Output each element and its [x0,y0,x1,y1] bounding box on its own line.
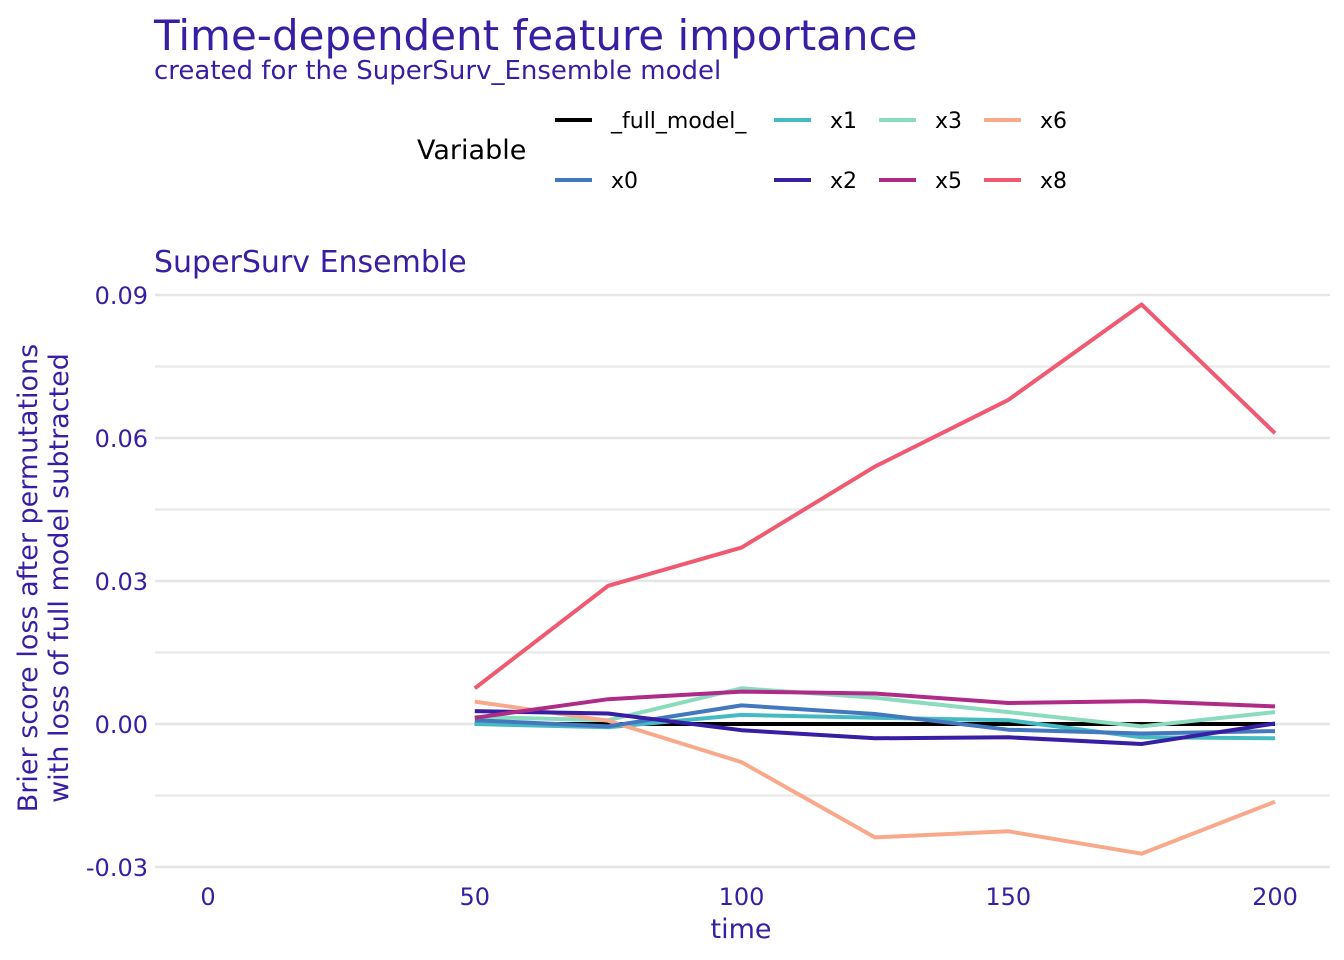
series-line-x8 [473,302,1277,690]
y-tick-label: 0.00 [95,711,148,739]
panel-title: SuperSurv Ensemble [154,245,467,280]
chart-title: Time-dependent feature importance [153,11,917,60]
y-axis-label-line-1: Brier score loss after permutations [13,344,44,812]
series-line-x0 [474,703,1276,736]
x-tick-label: 50 [459,883,490,911]
chart-subtitle: created for the SuperSurv_Ensemble model [154,56,721,86]
y-tick-label: 0.09 [95,282,148,310]
x-tick-label: 100 [719,883,765,911]
legend-label-x0: x0 [611,169,638,194]
legend-label-x8: x8 [1040,169,1067,194]
legend-label-fullmodel: _full_model_ [610,109,747,134]
legend-label-x6: x6 [1040,109,1067,134]
y-axis-label-line-2: with loss of full model subtracted [44,353,75,803]
series-lines [473,302,1277,856]
legend-label-x5: x5 [935,169,962,194]
legend-title: Variable [417,135,526,166]
y-tick-label: 0.06 [95,425,148,453]
x-tick-label: 200 [1252,883,1298,911]
x-axis-label: time [710,914,771,945]
x-axis: 0 50 100 150 200 [200,883,1298,911]
y-tick-label: 0.03 [95,568,148,596]
series-line-x5 [474,689,1276,720]
legend-label-x2: x2 [830,169,857,194]
x-tick-label: 150 [985,883,1031,911]
series-line-x6 [474,699,1276,856]
legend: _full_model_ x0 x1 x2 x3 x5 x6 x8 [555,109,1067,194]
x-tick-label: 0 [200,883,215,911]
legend-label-x1: x1 [830,109,857,134]
legend-label-x3: x3 [935,109,962,134]
series-line-x2 [474,709,1276,746]
gridlines [155,293,1330,869]
y-axis: -0.03 0.00 0.03 0.06 0.09 [86,282,148,882]
y-tick-label: -0.03 [86,854,148,882]
